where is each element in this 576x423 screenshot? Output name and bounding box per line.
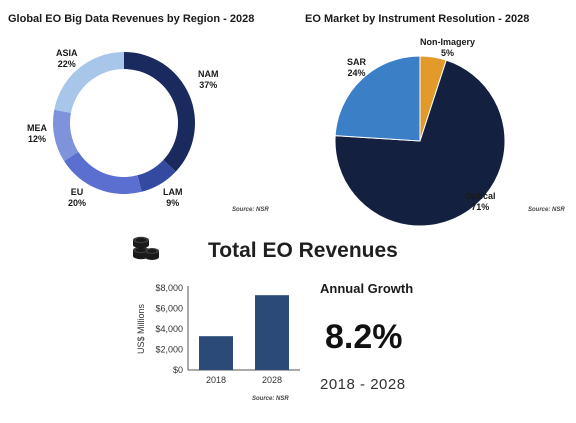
donut-label-mea: MEA 12%	[27, 123, 47, 144]
bar-x-tick-label: 2028	[262, 375, 282, 385]
pie-slice-sar	[334, 55, 421, 142]
pie-slice-optical	[334, 59, 506, 227]
bar-y-tick-label: $2,000	[155, 345, 183, 355]
donut-label-lam: LAM 9%	[163, 187, 183, 208]
instrument-pie-chart	[334, 55, 506, 227]
total-revenues-bar-chart: US$ Millions $0 $2,000 $4,000 $6,000 $8,000 20…	[136, 283, 300, 385]
total-revenues-title: Total EO Revenues	[208, 239, 398, 262]
annual-growth-label: Annual Growth	[320, 281, 414, 296]
donut-source: Source: NSR	[232, 207, 269, 213]
donut-slice-nam	[124, 52, 195, 172]
donut-label-eu: EU 20%	[68, 187, 87, 208]
bar-y-tick-label: $0	[173, 365, 183, 375]
pie-label-sar: SAR 24%	[347, 57, 367, 78]
bar-y-tick-label: $8,000	[155, 283, 183, 293]
pie-label-optical: Optical 71%	[465, 191, 496, 212]
annual-growth-value: 8.2%	[325, 318, 403, 356]
bar-2018	[199, 336, 233, 370]
pie-source: Source: NSR	[528, 207, 565, 213]
donut-label-asia: ASIA 22%	[56, 48, 78, 69]
donut-slice-mea	[53, 109, 79, 162]
donut-label-nam: NAM 37%	[198, 69, 219, 90]
bar-y-axis-label: US$ Millions	[136, 303, 146, 354]
donut-slice-eu	[64, 151, 142, 194]
pie-chart-title: EO Market by Instrument Resolution - 202…	[305, 13, 530, 25]
coins-icon	[133, 236, 159, 260]
bar-source: Source: NSR	[252, 396, 289, 402]
donut-slice-asia	[54, 52, 124, 113]
bar-y-tick-label: $4,000	[155, 324, 183, 334]
growth-period: 2018 - 2028	[320, 376, 406, 393]
region-donut-chart	[53, 52, 195, 194]
bar-y-tick-label: $6,000	[155, 304, 183, 314]
donut-chart-title: Global EO Big Data Revenues by Region - …	[8, 13, 255, 25]
donut-slice-lam	[137, 159, 176, 192]
bar-x-tick-label: 2018	[206, 375, 226, 385]
pie-label-non-imagery: Non-Imagery 5%	[420, 37, 476, 58]
bar-2028	[255, 295, 289, 370]
